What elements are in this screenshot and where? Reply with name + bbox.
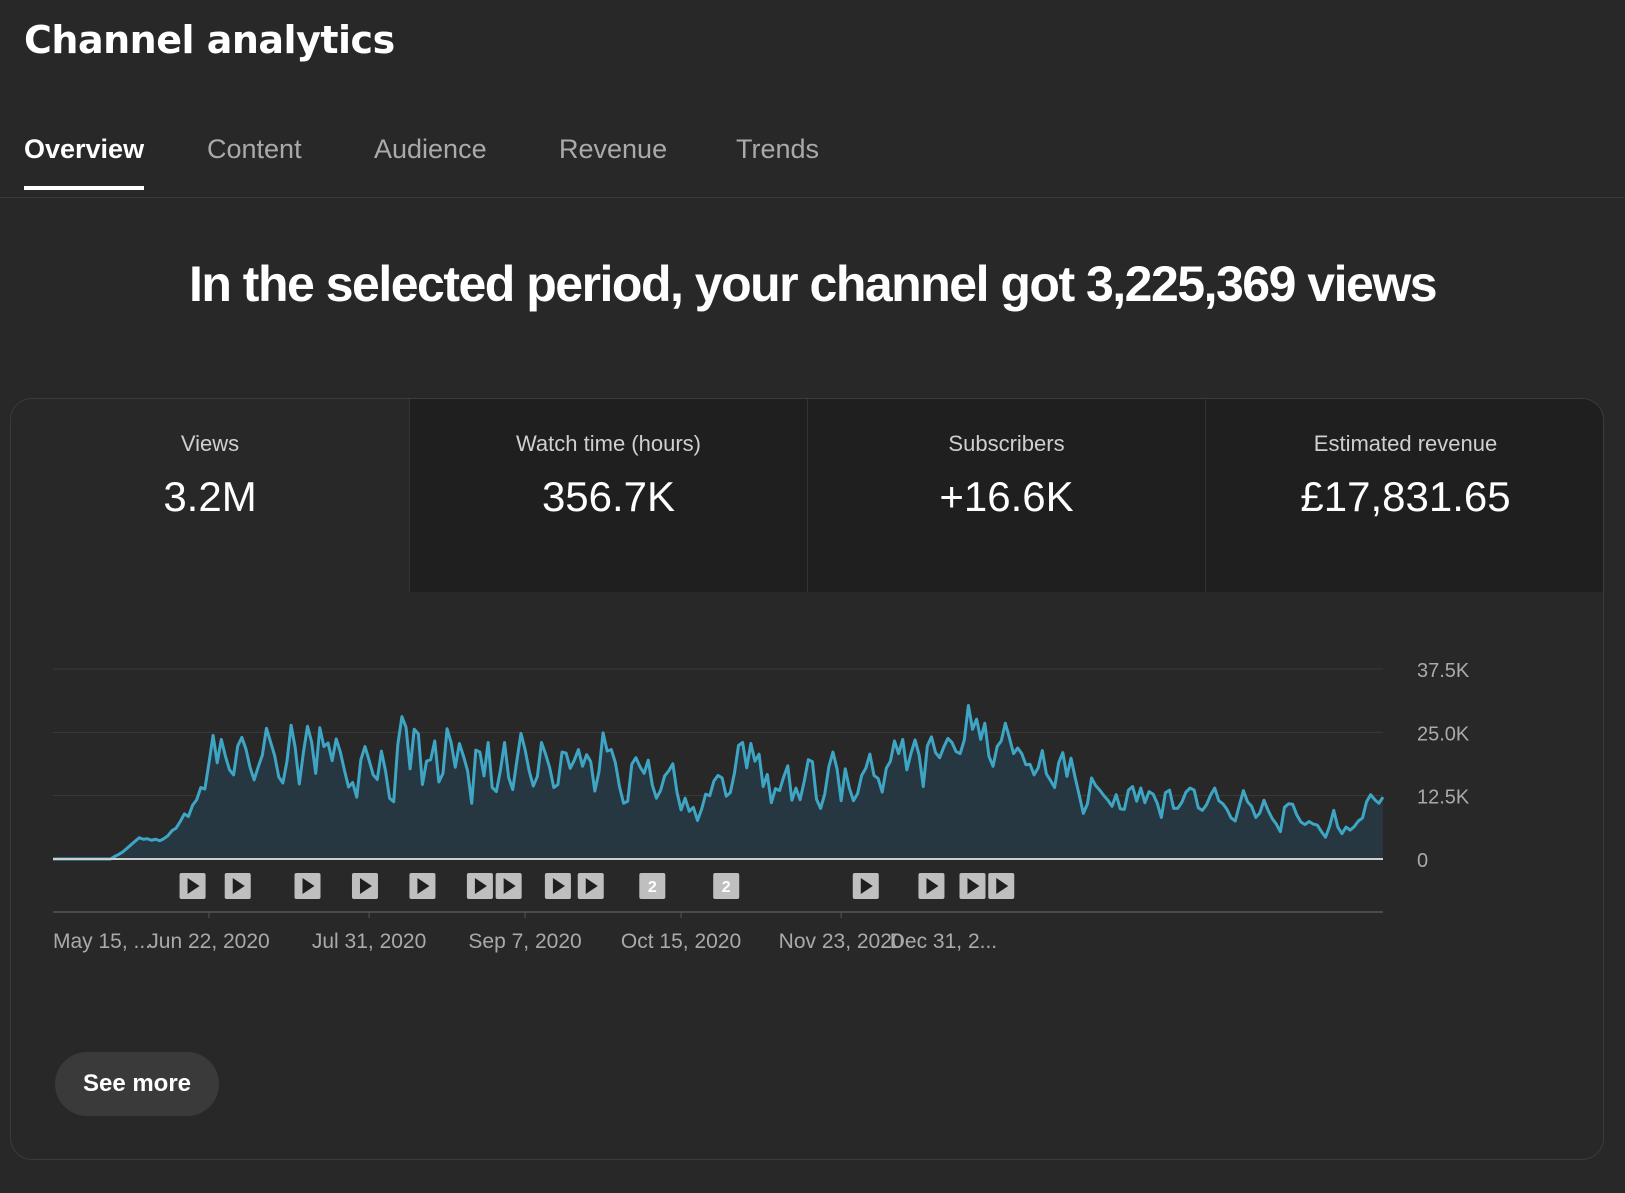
views-chart[interactable]: 0 12.5K 25.0K 37.5K 2 2 May 15, ...Jun 22, 202…	[11, 599, 1604, 1019]
tab-bar: Overview Content Audience Revenue Trends	[0, 118, 1625, 198]
video-marker-count: 2	[722, 879, 731, 896]
metric-views[interactable]: Views 3.2M	[11, 399, 409, 592]
x-tick-label: Nov 23, 2020	[779, 930, 904, 953]
play-icon	[860, 878, 873, 894]
play-icon	[474, 878, 487, 894]
y-tick-label: 12.5K	[1417, 787, 1470, 809]
play-icon	[967, 878, 980, 894]
tab-revenue[interactable]: Revenue	[559, 134, 668, 164]
x-tick-label: Jul 31, 2020	[312, 930, 426, 953]
views-area	[53, 705, 1383, 859]
see-more-button[interactable]: See more	[55, 1052, 219, 1116]
play-icon	[359, 878, 372, 894]
tab-audience[interactable]: Audience	[374, 134, 487, 164]
metric-label: Estimated revenue	[1313, 431, 1498, 456]
page-title: Channel analytics	[24, 18, 395, 62]
views-line	[53, 703, 1385, 861]
video-marker	[639, 873, 666, 899]
metric-label: Watch time (hours)	[515, 431, 701, 456]
play-icon	[302, 878, 315, 894]
tab-overview[interactable]: Overview	[24, 134, 145, 190]
headline: In the selected period, your channel got…	[188, 256, 1438, 312]
play-icon	[585, 878, 598, 894]
metric-value: 3.2M	[163, 473, 257, 520]
play-icon	[996, 878, 1009, 894]
play-icon	[926, 878, 939, 894]
video-marker	[713, 873, 740, 899]
y-tick-label: 25.0K	[1417, 723, 1470, 745]
video-marker-count: 2	[648, 879, 657, 896]
x-tick-label: Dec 31, 2...	[890, 930, 997, 953]
tab-content[interactable]: Content	[207, 134, 302, 164]
play-icon	[232, 878, 245, 894]
tab-trends[interactable]: Trends	[736, 134, 820, 164]
y-tick-label: 37.5K	[1417, 660, 1470, 682]
metric-value: 356.7K	[541, 473, 676, 520]
metric-value: +16.6K	[939, 473, 1074, 520]
metric-label: Views	[180, 431, 240, 456]
analytics-card: Views 3.2M Watch time (hours) 356.7K Sub…	[10, 398, 1604, 1160]
x-tick-label: Jun 22, 2020	[148, 930, 269, 953]
play-icon	[552, 878, 565, 894]
play-icon	[187, 878, 200, 894]
metric-estimated-revenue[interactable]: Estimated revenue £17,831.65	[1205, 399, 1603, 592]
x-tick-label: Sep 7, 2020	[468, 930, 581, 953]
metric-label: Subscribers	[948, 431, 1065, 456]
y-tick-label: 0	[1417, 850, 1428, 872]
metric-value: £17,831.65	[1300, 473, 1511, 520]
metric-subscribers[interactable]: Subscribers +16.6K	[807, 399, 1205, 592]
x-tick-label: Oct 15, 2020	[621, 930, 741, 953]
play-icon	[503, 878, 516, 894]
metric-watch-time[interactable]: Watch time (hours) 356.7K	[409, 399, 807, 592]
play-icon	[417, 878, 430, 894]
x-tick-label: May 15, ...	[53, 930, 151, 953]
